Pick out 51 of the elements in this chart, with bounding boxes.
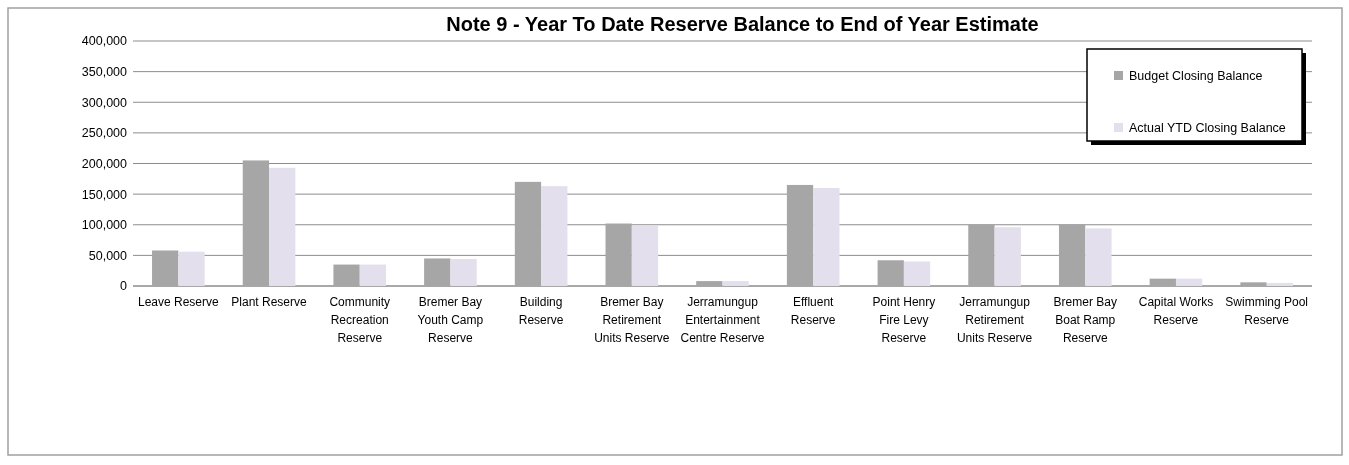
y-tick-label: 50,000 xyxy=(88,248,128,263)
bar xyxy=(1266,282,1293,286)
x-tick-label: Point Henry Fire Levy Reserve xyxy=(872,295,936,345)
x-tick-label: Leave Reserve xyxy=(137,295,220,309)
y-tick-label: 350,000 xyxy=(81,65,128,79)
bar xyxy=(450,259,477,286)
y-tick-label: 0 xyxy=(120,279,128,294)
x-tick-label: Swimming Pool Reserve xyxy=(1225,295,1309,327)
bar xyxy=(994,227,1021,286)
bar xyxy=(696,281,723,286)
bar xyxy=(242,160,270,286)
chart-title: Note 9 - Year To Date Reserve Balance to End of Year Estimate xyxy=(446,13,1039,35)
x-tick-label: Capital Works Reserve xyxy=(1138,295,1214,327)
x-tick-label: Jerramungup Entertainment Centre Reserve xyxy=(680,295,765,345)
bar xyxy=(541,186,568,286)
y-tick-label: 150,000 xyxy=(81,187,128,202)
bar xyxy=(152,250,179,286)
bar xyxy=(514,181,542,286)
y-tick-label: 300,000 xyxy=(81,95,128,110)
y-tick-label: 100,000 xyxy=(81,218,128,233)
bar xyxy=(359,264,387,286)
x-tick-label: Building Reserve xyxy=(518,295,564,327)
bar xyxy=(968,224,995,286)
x-tick-label: Effluent Reserve xyxy=(790,295,836,327)
x-tick-label: Bremer Bay Retirement Units Reserve xyxy=(594,295,670,345)
bar xyxy=(631,225,659,286)
legend-label: Budget Closing Balance xyxy=(1129,69,1263,84)
bar xyxy=(903,261,931,286)
bar xyxy=(1085,228,1112,286)
y-tick-label: 400,000 xyxy=(81,34,128,49)
bar xyxy=(1175,278,1203,286)
bar xyxy=(333,264,360,286)
bar xyxy=(877,260,904,286)
bar xyxy=(178,251,205,286)
y-tick-label: 250,000 xyxy=(81,126,128,141)
bar xyxy=(605,223,632,286)
legend-label: Actual YTD Closing Balance xyxy=(1129,121,1286,136)
y-tick-label: 200,000 xyxy=(81,156,128,171)
bar xyxy=(722,281,749,286)
bar xyxy=(813,188,840,286)
bar xyxy=(269,167,296,286)
bar xyxy=(786,184,814,286)
bar xyxy=(424,258,451,286)
x-tick-label: Plant Reserve xyxy=(231,295,308,309)
x-tick-label: Community Recreation Reserve xyxy=(329,295,391,345)
x-tick-label: Bremer Bay Boat Ramp Reserve xyxy=(1053,295,1117,345)
x-tick-label: Jerramungup Retirement Units Reserve xyxy=(956,295,1033,345)
bar xyxy=(1058,224,1086,286)
x-tick-label: Bremer Bay Youth Camp Reserve xyxy=(417,295,484,345)
bar xyxy=(1240,282,1267,286)
bar xyxy=(1149,278,1176,286)
